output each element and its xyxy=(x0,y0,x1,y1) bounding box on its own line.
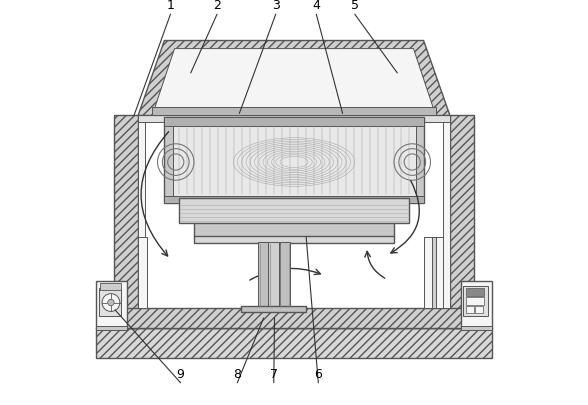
Text: 4: 4 xyxy=(312,0,320,12)
Bar xyxy=(466,288,484,296)
Text: 6: 6 xyxy=(315,368,322,381)
Bar xyxy=(163,117,425,202)
Bar xyxy=(96,281,127,328)
Text: 1: 1 xyxy=(166,0,175,12)
Bar xyxy=(163,196,425,202)
Bar xyxy=(179,198,409,223)
Bar xyxy=(163,117,425,126)
Text: 9: 9 xyxy=(176,368,185,381)
Polygon shape xyxy=(138,40,450,115)
Polygon shape xyxy=(152,49,436,115)
Bar xyxy=(193,222,395,237)
Polygon shape xyxy=(152,107,436,115)
Bar xyxy=(461,326,492,330)
Bar xyxy=(463,286,489,316)
Bar xyxy=(423,237,443,308)
Text: 7: 7 xyxy=(270,368,278,381)
Bar xyxy=(99,288,121,316)
Bar xyxy=(138,115,450,122)
Text: 8: 8 xyxy=(233,368,241,381)
Bar xyxy=(258,242,268,308)
Circle shape xyxy=(108,299,114,306)
Bar xyxy=(138,115,145,308)
Text: 5: 5 xyxy=(351,0,359,12)
Bar xyxy=(101,283,122,290)
Bar xyxy=(193,236,395,243)
Circle shape xyxy=(102,294,120,311)
Text: 2: 2 xyxy=(213,0,221,12)
Bar xyxy=(280,242,290,308)
Bar xyxy=(476,306,483,313)
Bar xyxy=(466,297,484,305)
Bar xyxy=(466,306,474,313)
Bar xyxy=(432,237,436,308)
Bar xyxy=(96,326,127,330)
Polygon shape xyxy=(113,115,138,328)
FancyArrowPatch shape xyxy=(141,132,169,256)
Bar xyxy=(461,281,492,328)
Bar xyxy=(172,124,416,196)
Bar xyxy=(443,115,450,308)
Text: 3: 3 xyxy=(272,0,280,12)
Polygon shape xyxy=(113,308,475,328)
Bar xyxy=(138,237,147,308)
Bar xyxy=(96,328,492,358)
Polygon shape xyxy=(450,115,475,328)
Bar xyxy=(241,306,306,312)
FancyArrowPatch shape xyxy=(391,181,419,253)
Bar xyxy=(269,242,279,308)
